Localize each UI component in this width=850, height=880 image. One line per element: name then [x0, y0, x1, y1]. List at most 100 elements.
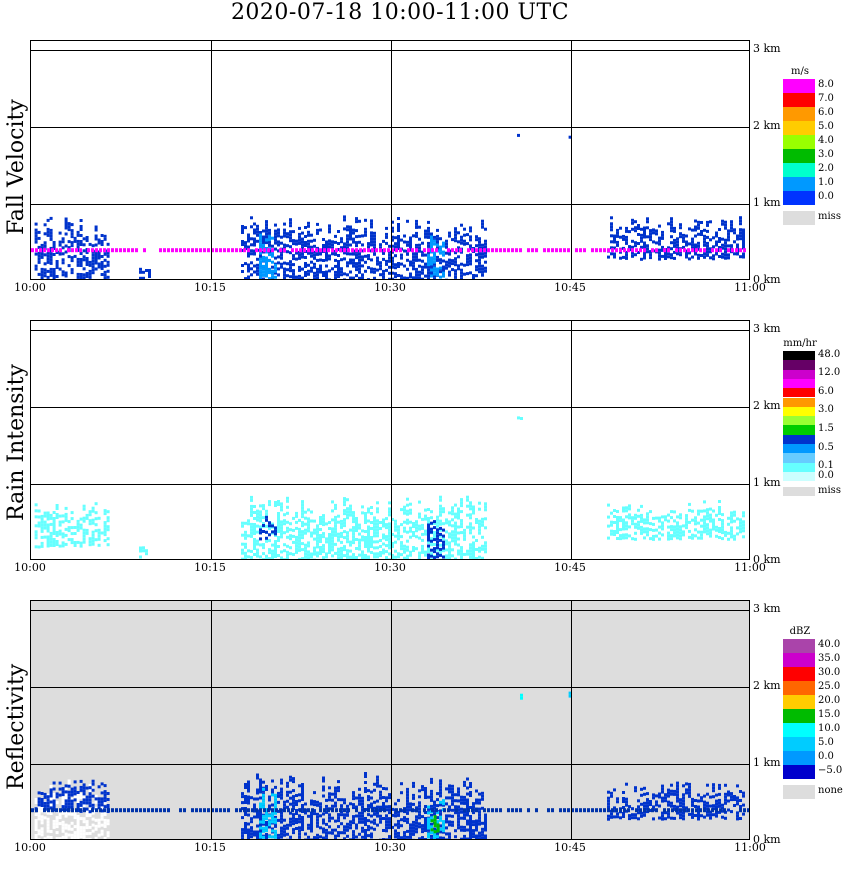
heatmap-cell	[298, 543, 301, 546]
heatmap-cell	[298, 784, 301, 787]
heatmap-cell	[265, 241, 268, 244]
heatmap-cell	[700, 254, 703, 257]
heatmap-cell	[397, 217, 400, 220]
heatmap-cell	[679, 232, 682, 235]
heatmap-cell	[68, 222, 71, 225]
heatmap-cell	[265, 525, 268, 528]
heatmap-cell	[322, 831, 325, 834]
heatmap-cell	[86, 257, 89, 260]
heatmap-cell	[56, 534, 59, 537]
heatmap-cell	[334, 271, 337, 274]
heatmap-cell	[616, 812, 619, 815]
heatmap-cell	[406, 513, 409, 516]
heatmap-cell	[50, 532, 53, 535]
heatmap-cell	[667, 222, 670, 225]
heatmap-cell	[274, 248, 277, 251]
heatmap-cell	[670, 220, 673, 223]
heatmap-cell	[298, 814, 301, 817]
heatmap-cell	[256, 549, 259, 552]
heatmap-cell	[433, 556, 436, 559]
heatmap-cell	[673, 534, 676, 537]
heatmap-cell	[637, 233, 640, 236]
heatmap-cell	[475, 820, 478, 823]
heatmap-cell	[292, 263, 295, 266]
heatmap-cell	[361, 258, 364, 261]
heatmap-cell	[400, 791, 403, 794]
heatmap-cell	[727, 244, 730, 247]
heatmap-cell	[430, 522, 433, 525]
heatmap-cell	[38, 237, 41, 240]
heatmap-cell	[310, 267, 313, 270]
heatmap-cell	[107, 792, 110, 795]
bright-band-mark	[495, 248, 498, 252]
heatmap-cell	[268, 835, 271, 838]
heatmap-cell	[77, 231, 80, 234]
heatmap-cell	[104, 259, 107, 262]
heatmap-cell	[733, 538, 736, 541]
heatmap-cell	[673, 510, 676, 513]
heatmap-cell	[460, 799, 463, 802]
heatmap-cell	[721, 528, 724, 531]
heatmap-cell	[250, 829, 253, 832]
heatmap-cell	[460, 242, 463, 245]
heatmap-cell	[59, 515, 62, 518]
heatmap-cell	[622, 522, 625, 525]
heatmap-cell	[301, 792, 304, 795]
heatmap-cell	[451, 536, 454, 539]
heatmap-cell	[649, 238, 652, 241]
heatmap-cell	[394, 523, 397, 526]
heatmap-cell	[460, 236, 463, 239]
heatmap-cell	[679, 798, 682, 801]
heatmap-cell	[646, 217, 649, 220]
heatmap-cell	[68, 538, 71, 541]
heatmap-cell	[472, 832, 475, 835]
heatmap-cell	[142, 271, 145, 274]
heatmap-cell	[265, 836, 268, 839]
heatmap-cell	[415, 523, 418, 526]
heatmap-cell	[298, 832, 301, 835]
heatmap-cell	[250, 559, 253, 560]
heatmap-cell	[688, 789, 691, 792]
heatmap-cell	[289, 546, 292, 549]
heatmap-cell	[328, 786, 331, 789]
heatmap-cell	[59, 253, 62, 256]
heatmap-cell	[83, 535, 86, 538]
heatmap-cell	[721, 238, 724, 241]
heatmap-cell	[418, 801, 421, 804]
heatmap-cell	[301, 822, 304, 825]
heatmap-cell	[682, 805, 685, 808]
heatmap-cell	[250, 252, 253, 255]
heatmap-cell	[640, 517, 643, 520]
heatmap-cell	[44, 253, 47, 256]
heatmap-cell	[463, 838, 466, 840]
heatmap-cell	[35, 515, 38, 518]
heatmap-cell	[412, 821, 415, 824]
heatmap-cell	[83, 508, 86, 511]
bright-band-mark	[727, 248, 730, 252]
heatmap-cell	[364, 234, 367, 237]
heatmap-cell	[343, 801, 346, 804]
heatmap-cell	[253, 505, 256, 508]
heatmap-cell	[652, 523, 655, 526]
bright-band-mark	[159, 248, 162, 252]
bright-band-mark	[247, 248, 250, 252]
heatmap-cell	[385, 805, 388, 808]
heatmap-cell	[424, 829, 427, 832]
heatmap-cell	[77, 273, 80, 276]
bright-band-mark	[379, 808, 382, 812]
heatmap-cell	[706, 221, 709, 224]
heatmap-cell	[415, 520, 418, 523]
heatmap-cell	[56, 263, 59, 266]
heatmap-cell	[421, 551, 424, 554]
heatmap-cell	[637, 805, 640, 808]
heatmap-cell	[62, 839, 65, 840]
heatmap-cell	[346, 234, 349, 237]
heatmap-cell	[373, 813, 376, 816]
heatmap-cell	[437, 830, 440, 833]
bright-band-mark	[271, 808, 274, 812]
heatmap-cell	[80, 243, 83, 246]
bright-band-mark	[291, 808, 294, 812]
heatmap-cell	[50, 538, 53, 541]
heatmap-cell	[50, 541, 53, 544]
heatmap-cell	[652, 535, 655, 538]
